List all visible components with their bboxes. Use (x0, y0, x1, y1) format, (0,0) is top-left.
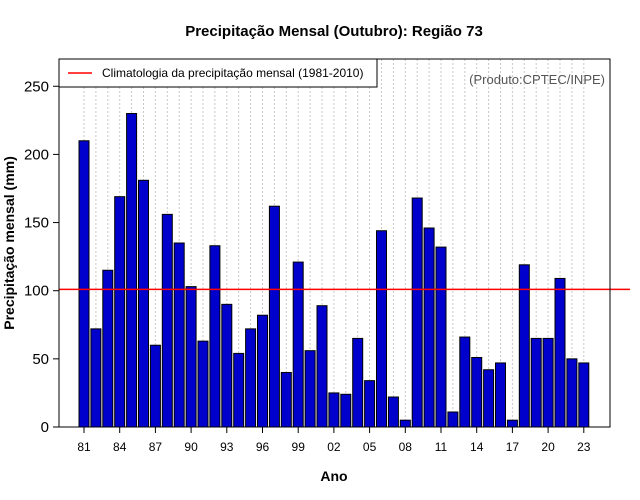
bar-2014 (471, 356, 483, 428)
chart-title: Precipitação Mensal (Outubro): Região 73 (185, 23, 483, 40)
y-tick-label: 150 (24, 215, 49, 232)
bar-2010 (423, 227, 435, 428)
x-axis-label: Ano (320, 468, 347, 484)
x-tick-label: 93 (220, 440, 234, 454)
x-tick-label: 02 (327, 440, 341, 454)
legend-box (58, 58, 378, 88)
bar-1986 (138, 179, 149, 428)
bar-2017 (506, 419, 518, 428)
bar-1995 (245, 328, 257, 428)
y-tick-label: 100 (24, 283, 49, 300)
y-tick-label: 200 (24, 146, 49, 163)
x-tick-label: 23 (577, 440, 591, 454)
bar-2020 (542, 337, 554, 428)
bar-2000 (304, 350, 316, 428)
bar-2012 (447, 411, 459, 428)
bar-1994 (233, 352, 245, 428)
bar-2001 (316, 305, 328, 428)
x-tick-label: 87 (149, 440, 163, 454)
y-axis-label: Precipitação mensal (mm) (1, 156, 17, 330)
bar-2009 (411, 197, 423, 428)
bar-1988 (161, 213, 173, 428)
bar-2003 (340, 393, 352, 428)
bar-1992 (209, 245, 221, 428)
bar-1982 (90, 328, 102, 428)
bar-2016 (495, 362, 506, 428)
x-tick-label: 84 (113, 440, 127, 454)
bar-2005 (364, 380, 376, 428)
bar-2004 (352, 337, 364, 428)
bar-2007 (387, 396, 399, 428)
legend-label-climatology: Climatologia da precipitação mensal (198… (102, 66, 363, 80)
x-tick-label: 90 (184, 440, 198, 454)
bars-layer (78, 113, 590, 428)
bar-2015 (483, 369, 495, 428)
x-tick-label: 20 (541, 440, 555, 454)
bar-2022 (566, 358, 578, 428)
x-tick-label: 14 (470, 440, 484, 454)
x-tick-label: 99 (292, 440, 306, 454)
y-axis: 0 50 100 150 200 250 (24, 78, 59, 436)
bar-1987 (149, 344, 161, 428)
bar-2013 (459, 336, 471, 428)
bar-1996 (257, 314, 268, 428)
bar-1990 (185, 286, 197, 428)
bar-1983 (102, 269, 114, 428)
bar-1985 (126, 113, 138, 428)
x-tick-label: 08 (399, 440, 413, 454)
x-axis: 81 84 87 90 93 96 99 02 05 08 11 14 17 20 23 (77, 427, 591, 454)
bar-2023 (578, 362, 590, 428)
bar-2008 (399, 419, 411, 428)
y-tick-label: 50 (32, 351, 49, 368)
bar-2019 (530, 337, 542, 428)
bar-1981 (78, 140, 90, 428)
x-tick-label: 17 (506, 440, 520, 454)
bar-1993 (221, 303, 233, 428)
credit-text: (Produto:CPTEC/INPE) (469, 72, 605, 87)
bar-1984 (114, 196, 126, 428)
bar-1991 (197, 340, 209, 428)
bar-2002 (328, 392, 340, 428)
bar-1989 (173, 242, 185, 428)
y-tick-label: 250 (24, 78, 49, 95)
bar-2011 (435, 246, 447, 428)
bar-1997 (268, 205, 280, 428)
bar-1999 (292, 261, 304, 428)
x-tick-label: 11 (435, 440, 448, 454)
legend: Climatologia da precipitação mensal (198… (58, 58, 378, 88)
y-tick-label: 0 (41, 419, 49, 436)
bar-2021 (554, 277, 566, 428)
x-tick-label: 05 (363, 440, 377, 454)
bar-2006 (376, 230, 387, 428)
x-tick-label: 96 (256, 440, 270, 454)
bar-1998 (280, 371, 292, 428)
x-tick-label: 81 (77, 440, 91, 454)
